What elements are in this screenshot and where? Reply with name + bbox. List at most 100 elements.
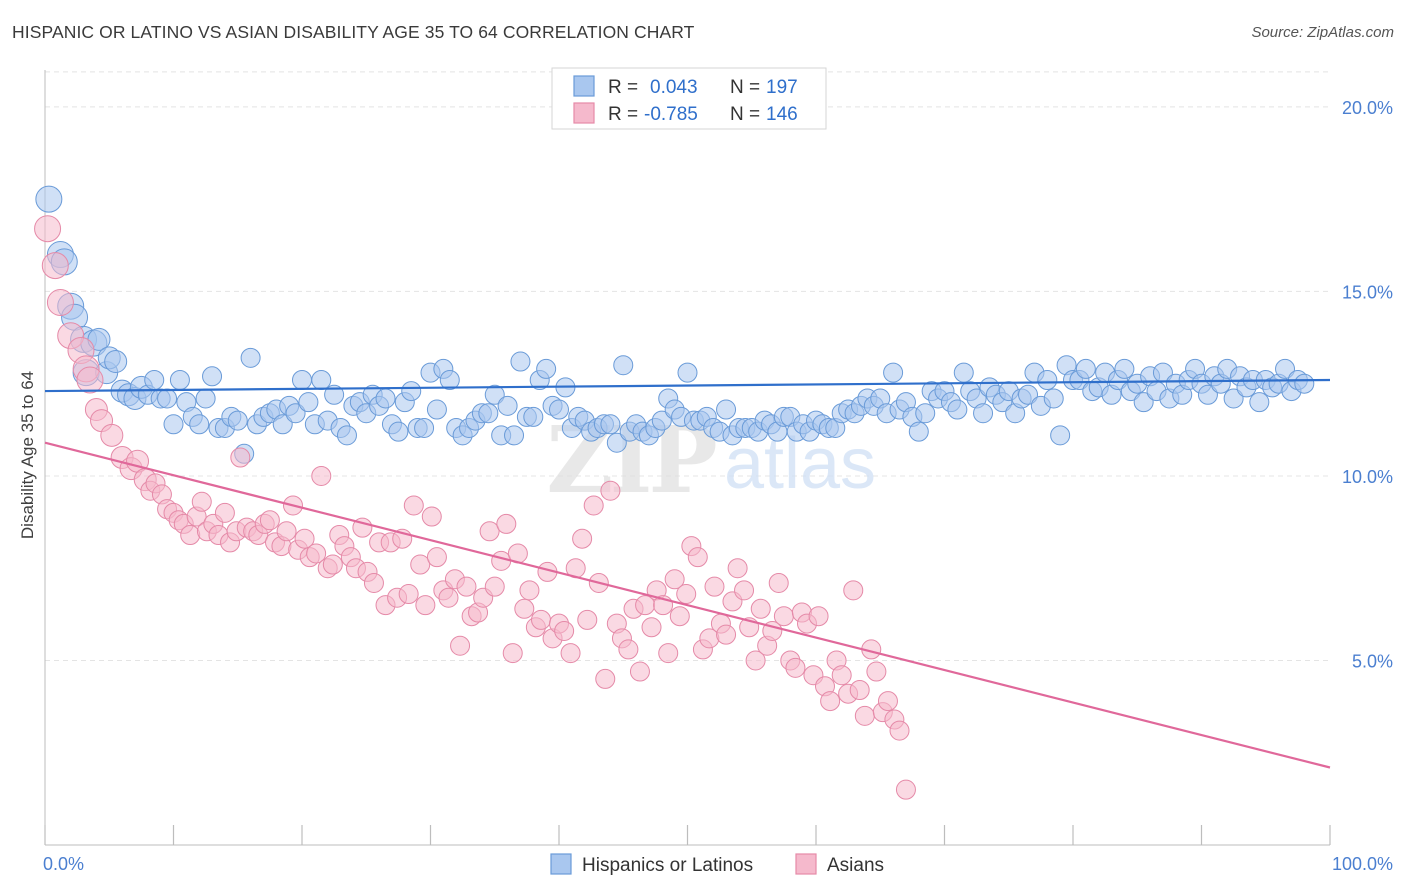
hispanic-point-80: [549, 399, 569, 420]
hispanic-point-153: [1018, 384, 1039, 405]
asian-point-21: [180, 525, 201, 545]
legend-n-label-0: N =: [730, 77, 760, 98]
hispanic-point-72: [497, 395, 518, 416]
hispanic-point-100: [677, 362, 698, 383]
hispanic-point-106: [716, 399, 737, 420]
y-tick-label-3: 20.0%: [1342, 98, 1393, 118]
asian-point-114: [716, 624, 737, 645]
hispanic-point-59: [414, 417, 435, 438]
hispanic-point-90: [613, 355, 634, 376]
hispanic-point-70: [484, 384, 505, 405]
asian-point-99: [629, 661, 650, 682]
x-tick-label-0: 0.0%: [43, 854, 84, 874]
asian-point-76: [496, 513, 517, 534]
asian-point-35: [259, 510, 280, 531]
asian-point-94: [600, 480, 621, 501]
asian-point-63: [421, 506, 442, 527]
asian-point-74: [484, 576, 505, 597]
asian-point-62: [415, 595, 436, 616]
hispanic-point-39: [285, 403, 306, 424]
hispanic-point-78: [536, 358, 557, 379]
hispanic-point-73: [504, 425, 525, 446]
legend-n-label-1: N =: [730, 104, 760, 125]
asian-point-93: [595, 668, 616, 689]
hispanic-point-146: [973, 403, 994, 424]
legend-r-label-0: R =: [608, 77, 638, 98]
hispanic-point-69: [478, 403, 499, 424]
hispanic-point-37: [272, 414, 293, 435]
y-axis-label: Disability Age 35 to 64: [18, 371, 37, 539]
asian-point-107: [676, 584, 697, 605]
asian-point-142: [877, 691, 898, 712]
asian-point-64: [426, 547, 447, 568]
asian-point-44: [311, 465, 332, 486]
hispanic-point-41: [298, 392, 319, 413]
legend-n-value-0: 197: [766, 77, 798, 98]
hispanic-point-43: [311, 370, 332, 390]
legend-swatch-pink: [573, 102, 595, 124]
asian-point-91: [583, 495, 604, 516]
asian-point-66: [438, 587, 459, 608]
hispanic-point-40: [292, 370, 312, 390]
hispanic-point-136: [908, 421, 929, 442]
series-hispanics-or-latinos: [35, 185, 1315, 464]
asian-point-134: [831, 665, 852, 686]
asian-point-69: [456, 576, 477, 597]
asian-point-145: [895, 779, 916, 800]
asian-point-137: [849, 680, 870, 700]
bottom-legend-label-1: Asians: [827, 855, 884, 876]
y-tick-label-0: 5.0%: [1352, 651, 1393, 671]
x-tick-label-1: 100.0%: [1332, 854, 1393, 874]
hispanic-point-185: [1223, 388, 1244, 409]
asian-point-120: [750, 598, 771, 619]
asian-point-59: [398, 584, 419, 605]
asian-point-109: [687, 547, 708, 568]
hispanic-point-26: [202, 366, 223, 387]
y-tick-label-2: 15.0%: [1342, 282, 1393, 302]
hispanic-point-45: [324, 384, 345, 405]
hispanic-point-19: [157, 388, 178, 409]
hispanic-point-20: [163, 414, 184, 435]
trendline-asians: [44, 441, 1331, 769]
legend-r-label-1: R =: [608, 104, 638, 125]
hispanic-point-196: [1294, 373, 1315, 394]
series-asians: [34, 215, 916, 800]
y-tick-label-1: 10.0%: [1342, 467, 1393, 487]
asian-point-73: [479, 521, 500, 542]
hispanic-point-171: [1133, 392, 1154, 413]
asian-point-53: [363, 572, 384, 593]
asian-point-105: [664, 569, 685, 590]
asian-point-38: [276, 521, 297, 542]
legend-n-value-1: 146: [766, 104, 798, 125]
asian-point-130: [808, 606, 829, 627]
asian-point-117: [734, 580, 755, 601]
asian-point-97: [618, 639, 639, 660]
legend-swatch-blue: [573, 75, 595, 97]
hispanic-point-168: [1114, 358, 1135, 379]
hispanic-point-156: [1037, 370, 1058, 390]
hispanic-point-17: [144, 370, 165, 390]
hispanic-point-158: [1050, 425, 1071, 446]
tick-labels: 5.0% 10.0% 15.0% 20.0% 0.0% 100.0%: [43, 98, 1393, 874]
hispanic-point-189: [1249, 392, 1270, 413]
hispanic-point-53: [375, 388, 396, 409]
source-credit: Source: ZipAtlas.com: [1251, 24, 1394, 41]
hispanic-point-88: [600, 414, 621, 435]
asian-point-27: [214, 502, 235, 523]
trendlines: [44, 378, 1331, 769]
asian-point-46: [322, 554, 343, 575]
trendline-hispanics: [44, 378, 1331, 393]
hispanic-point-11: [104, 350, 128, 374]
legend-r-value-1: -0.785: [644, 104, 698, 125]
asian-point-126: [785, 657, 806, 678]
asian-point-116: [727, 558, 748, 579]
hispanic-point-193: [1275, 358, 1296, 379]
hispanic-point-142: [947, 399, 968, 420]
asian-point-124: [773, 606, 794, 627]
asian-point-23: [191, 491, 212, 512]
hispanic-point-143: [953, 362, 974, 383]
asian-point-82: [531, 609, 552, 630]
asian-point-140: [866, 661, 887, 682]
asian-point-41: [294, 528, 315, 549]
hispanic-point-24: [189, 414, 210, 435]
